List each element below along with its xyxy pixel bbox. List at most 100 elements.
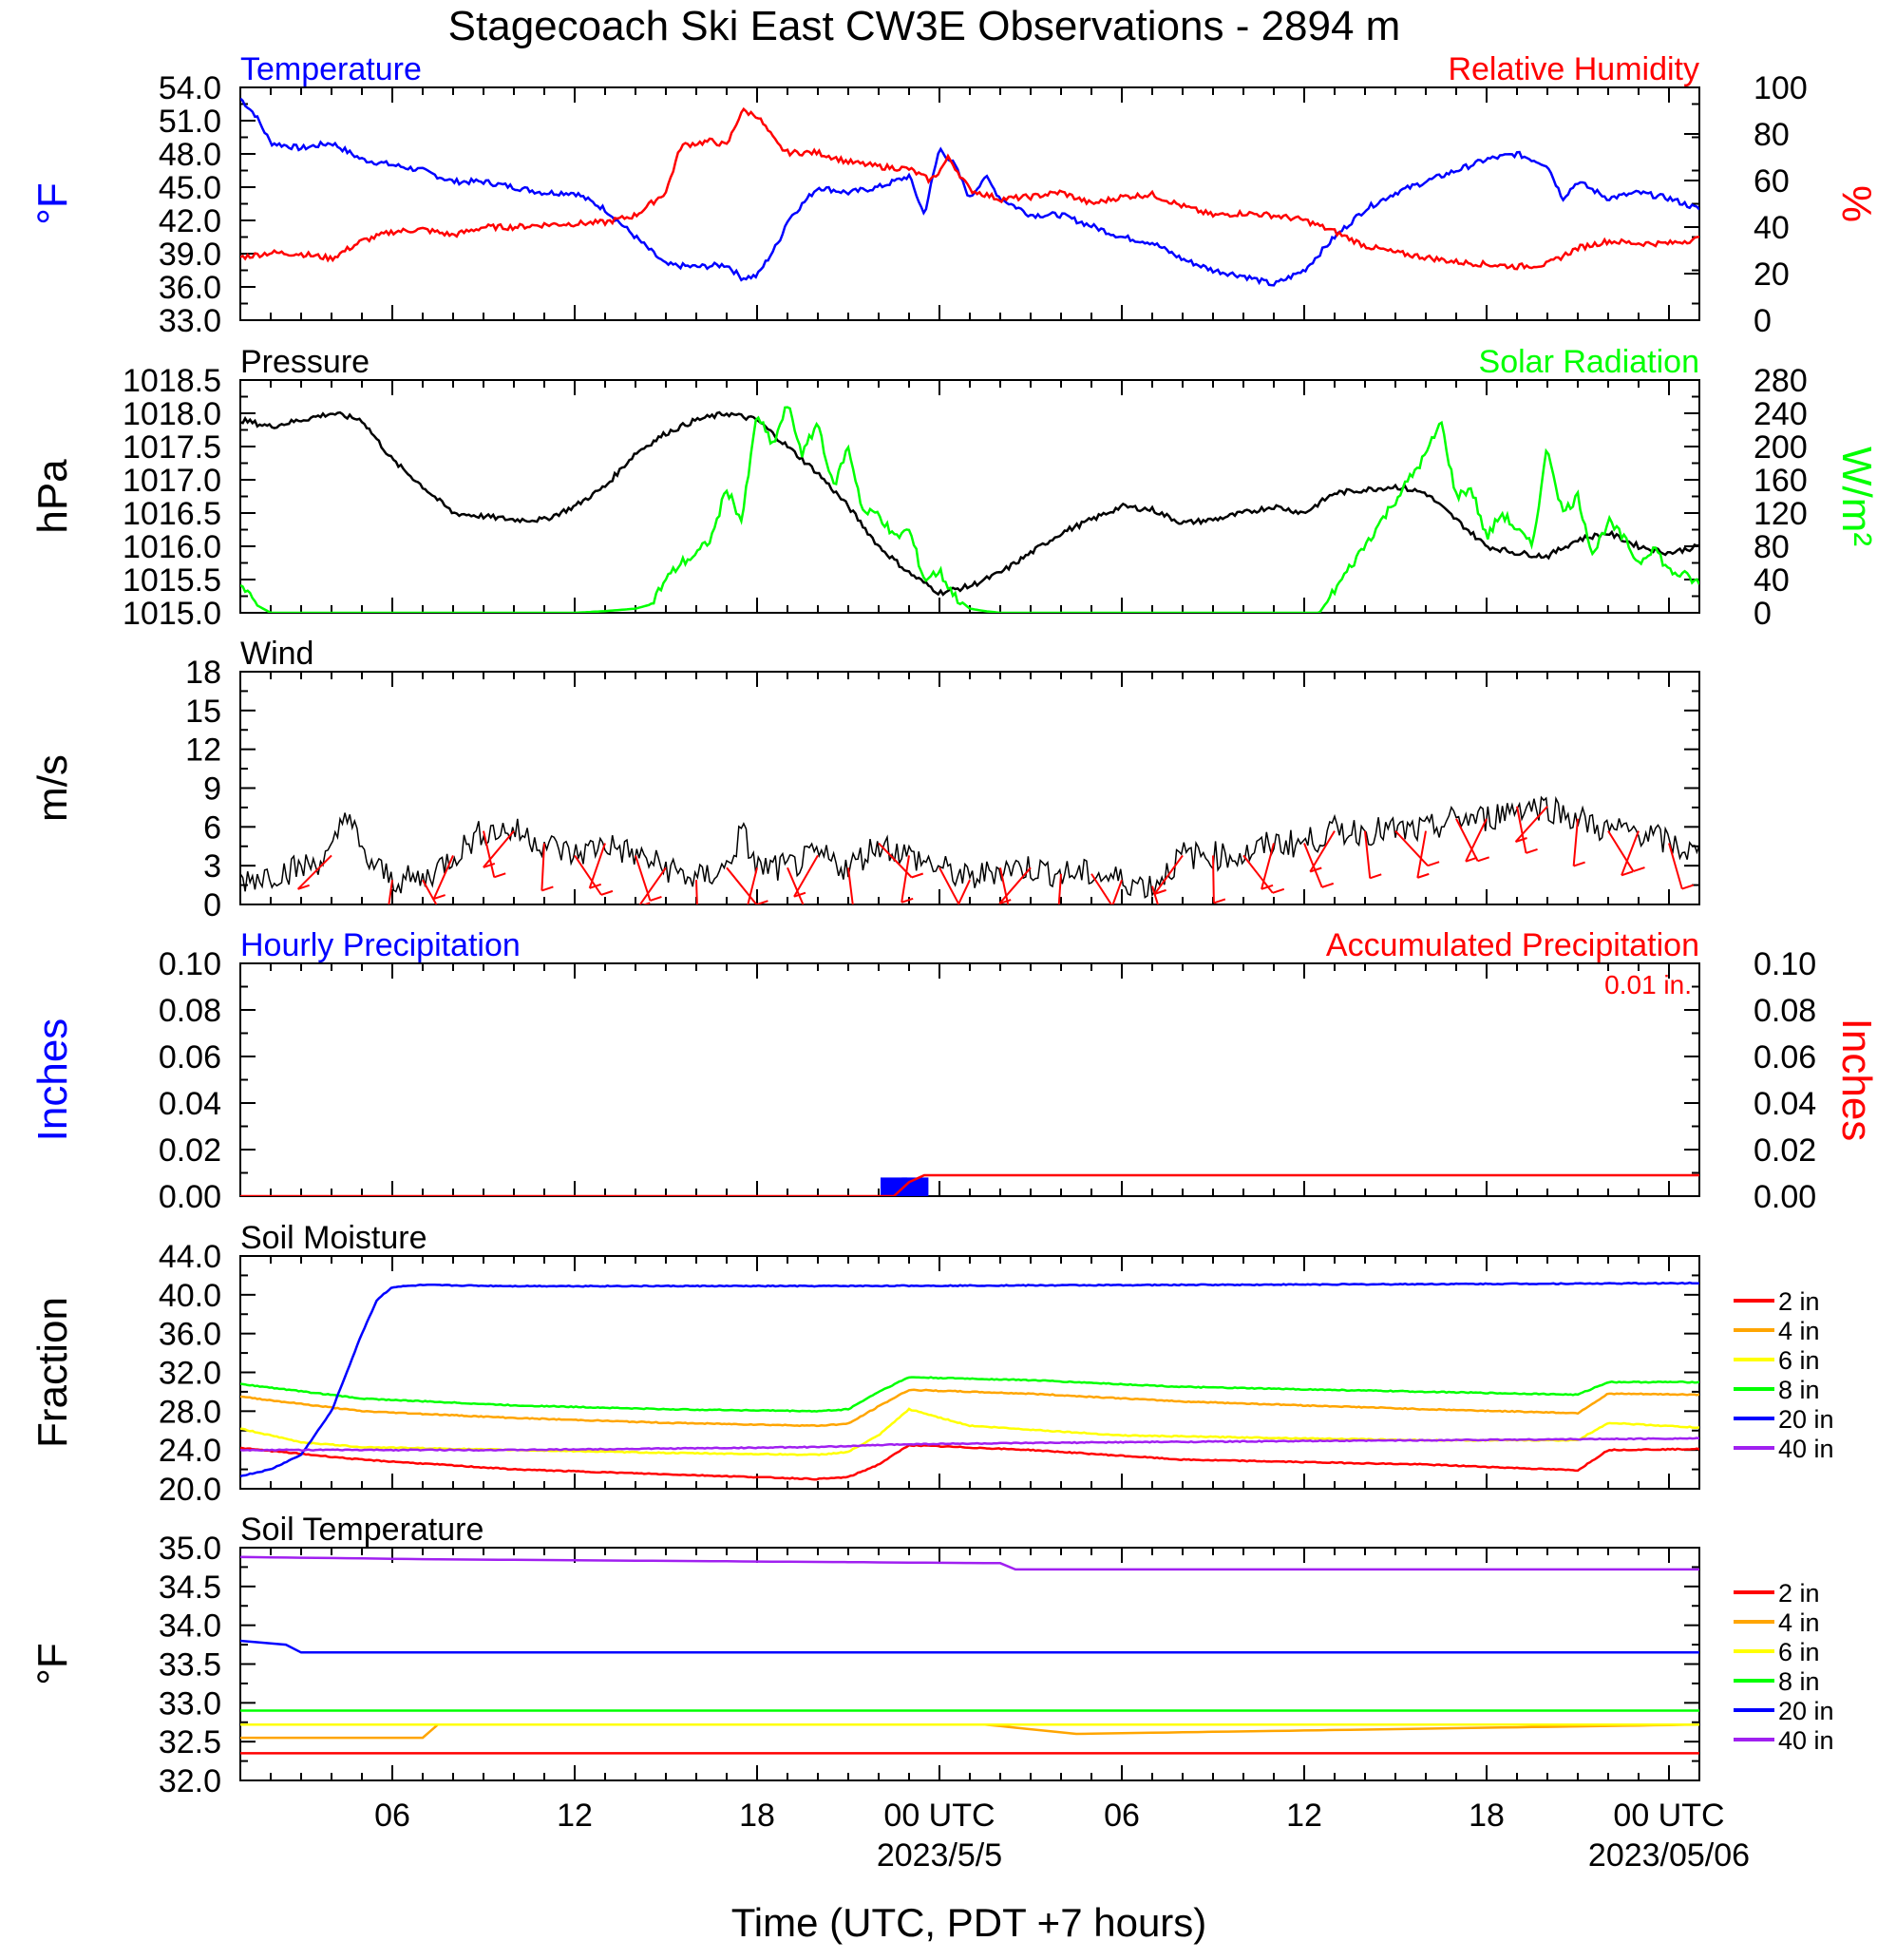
y-tick-label-right: 200: [1754, 429, 1808, 466]
plot-area: [240, 1555, 1699, 1755]
y-tick-label-right: 120: [1754, 496, 1808, 532]
y-tick-label-left: 20.0: [159, 1472, 221, 1508]
wind-barb: [787, 866, 805, 904]
y-tick-label-left: 24.0: [159, 1433, 221, 1469]
panel-2: 1015.01015.51016.01016.51017.01017.51018…: [29, 344, 1880, 632]
wind-barb: [574, 854, 602, 896]
wind-barb: [422, 879, 438, 904]
y-tick-label-right: 0.02: [1754, 1132, 1816, 1169]
y-axis-label-right: Inches: [1833, 1018, 1880, 1142]
panel-left-title: Soil Temperature: [240, 1512, 483, 1548]
y-tick-label-right: 0: [1754, 303, 1772, 339]
y-axis-label-left: °F: [29, 1643, 76, 1684]
y-tick-label-left: 32.0: [159, 1356, 221, 1392]
legend-label: 20 in: [1778, 1405, 1834, 1434]
y-tick-label-right: 0.08: [1754, 993, 1816, 1029]
accumulated-total-label: 0.01 in.: [1604, 970, 1692, 999]
y-tick-label-left: 0.02: [159, 1132, 221, 1169]
wind-barb-flag: [1465, 856, 1478, 863]
panel-frame: [239, 1255, 1700, 1490]
wind-barb-flag: [1427, 861, 1440, 867]
wind-barb: [1364, 830, 1372, 879]
wind-barb: [638, 866, 667, 904]
legend-label: 40 in: [1778, 1435, 1834, 1463]
series-line-left: [240, 795, 1699, 899]
y-tick-label-left: 1015.5: [123, 562, 221, 599]
panels: 33.036.039.042.045.048.051.054.002040608…: [29, 51, 1880, 1874]
series-line-right: [240, 106, 1699, 271]
panel-left-title: Hourly Precipitation: [240, 927, 521, 963]
wind-barb-flag: [806, 907, 818, 911]
y-tick-label-left: 36.0: [159, 270, 221, 306]
plot-area: [240, 97, 1699, 287]
y-axis-label-left: hPa: [29, 459, 76, 534]
wind-barb: [901, 855, 910, 903]
y-tick-label-left: 0.00: [159, 1179, 221, 1215]
y-tick-label-left: 0.10: [159, 946, 221, 982]
wind-barb-flag: [600, 889, 614, 896]
wind-barb: [1607, 830, 1635, 872]
y-tick-label-left: 28.0: [159, 1394, 221, 1430]
legend-label: 2 in: [1778, 1287, 1820, 1316]
y-axis-label-left: Fraction: [29, 1297, 76, 1448]
y-tick-label-left: 33.0: [159, 303, 221, 339]
plot-area: [240, 406, 1699, 613]
y-tick-label-left: 35.0: [159, 1531, 221, 1567]
y-tick-label-left: 42.0: [159, 203, 221, 239]
wind-barb: [1394, 829, 1429, 866]
y-tick-label-right: 100: [1754, 70, 1808, 106]
series-line-left: [240, 97, 1699, 287]
panel-left-title: Temperature: [240, 51, 422, 87]
wind-barb-flag: [1213, 898, 1226, 904]
panel-frame: [239, 379, 1700, 614]
wind-barb-flag: [589, 883, 602, 889]
y-tick-label-left: 12: [185, 733, 221, 769]
wind-barb: [793, 854, 819, 898]
panel-left-title: Pressure: [240, 344, 370, 380]
wind-barb: [999, 867, 1010, 904]
panel-right-title: Solar Radiation: [1479, 344, 1699, 380]
x-tick-label: 00 UTC: [1613, 1798, 1724, 1834]
panel-frame: [239, 671, 1700, 905]
y-tick-label-right: 60: [1754, 163, 1790, 200]
wind-barb: [1309, 830, 1336, 873]
y-tick-label-right: 80: [1754, 529, 1790, 565]
y-tick-label-left: 45.0: [159, 170, 221, 206]
y-tick-label-right: 0: [1754, 596, 1772, 632]
series-line-20-in: [240, 1281, 1699, 1478]
series-line-40-in: [240, 1437, 1699, 1452]
wind-barb: [588, 843, 606, 889]
panel-right-title: Relative Humidity: [1448, 51, 1699, 87]
x-tick-label: 00 UTC: [883, 1798, 995, 1834]
wind-barb-flag: [950, 920, 961, 923]
wind-barb-flag: [493, 872, 506, 879]
y-axis-label-left: m/s: [29, 754, 76, 822]
panel-frame: [239, 1547, 1700, 1781]
panel-frame: [239, 962, 1700, 1197]
y-tick-label-right: 160: [1754, 463, 1808, 499]
y-axis-label-right: %: [1833, 185, 1880, 222]
wind-barb-flag: [746, 910, 757, 914]
wind-barb-flag: [1515, 837, 1527, 843]
legend-label: 6 in: [1778, 1346, 1820, 1375]
wind-barb-flag: [1010, 910, 1021, 914]
y-tick-label-left: 1016.0: [123, 529, 221, 565]
wind-barb: [540, 843, 545, 891]
wind-barb-flag: [998, 899, 1012, 904]
x-axis-label: Time (UTC, PDT +7 hours): [731, 1900, 1207, 1945]
wind-barb: [483, 829, 515, 868]
wind-barb: [1111, 879, 1123, 904]
wind-barb-flag: [1272, 887, 1285, 894]
y-tick-label-left: 54.0: [159, 70, 221, 106]
wind-barb: [1261, 843, 1275, 890]
wind-barb-flag: [1166, 927, 1178, 931]
panel-frame: [239, 86, 1700, 321]
legend-label: 20 in: [1778, 1697, 1834, 1725]
x-tick-label: 06: [1104, 1798, 1140, 1834]
wind-barb: [747, 867, 758, 904]
wind-barb: [483, 830, 496, 878]
panel-5: 20.024.028.032.036.040.044.0 Soil Moistur…: [29, 1220, 1834, 1508]
wind-barb-flag: [1261, 884, 1274, 890]
